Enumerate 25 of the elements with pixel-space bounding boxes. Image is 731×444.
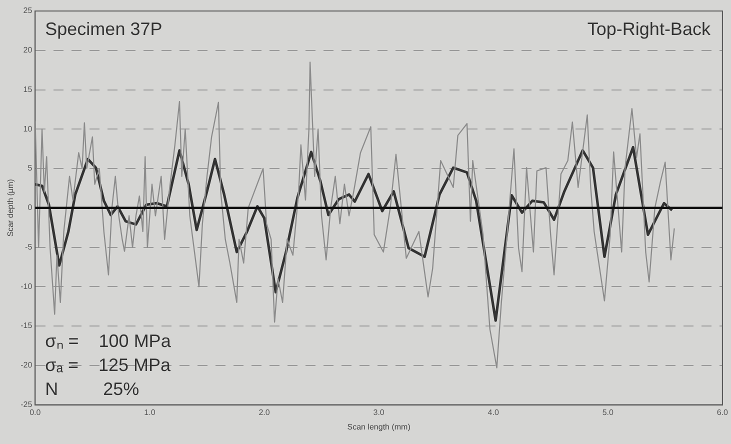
y-tick-label: 10 [23,124,33,134]
x-tick-label: 2.0 [258,408,270,417]
x-tick-label: 5.0 [602,408,614,417]
y-tick-label: -15 [20,321,33,330]
x-tick-label: 0.0 [30,408,42,417]
y-tick-label: 0 [28,203,33,212]
y-tick-label: 20 [23,46,33,55]
y-tick-label: -20 [20,360,33,370]
y-tick-label: 5 [28,164,33,173]
x-tick-label: 1.0 [144,408,156,417]
annotation: Top-Right-Back [587,19,710,39]
y-axis-title: Scar depth (µm) [6,178,16,237]
x-axis-title: Scan length (mm) [347,422,411,432]
annotation: Specimen 37P [45,19,162,39]
y-tick-label: -5 [25,242,33,252]
x-tick-label: 3.0 [373,408,385,417]
y-tick-label: 25 [23,6,33,16]
y-tick-label: -25 [20,400,33,410]
x-tick-label: 4.0 [488,408,500,417]
y-tick-label: 15 [23,84,33,94]
x-tick-label: 6.0 [716,408,729,417]
y-tick-label: -10 [20,282,33,291]
annotation: σₙ = 100 MPa [45,330,171,351]
annotation: σₐ = 125 MPa [45,354,171,375]
annotation: N 25% [45,378,140,399]
